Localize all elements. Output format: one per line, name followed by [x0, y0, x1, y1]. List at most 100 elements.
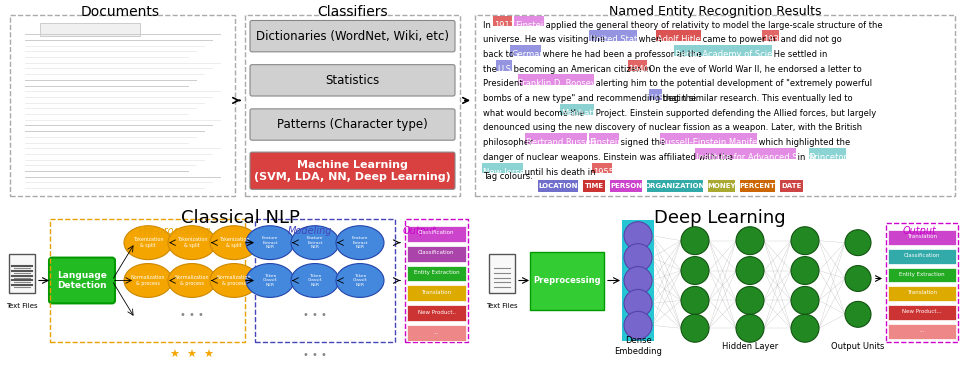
FancyBboxPatch shape — [517, 74, 594, 85]
Text: bombs of a new type" and recommending that the: bombs of a new type" and recommending th… — [483, 94, 699, 103]
Circle shape — [624, 244, 652, 271]
Text: Translation: Translation — [421, 290, 451, 295]
Ellipse shape — [124, 264, 172, 298]
Text: New Product..: New Product.. — [418, 310, 455, 315]
Circle shape — [845, 301, 871, 327]
Ellipse shape — [291, 226, 339, 260]
Text: Token
Classif.
NER: Token Classif. NER — [262, 274, 277, 287]
FancyBboxPatch shape — [888, 268, 956, 282]
Text: 1955.: 1955. — [593, 168, 616, 177]
Text: Manhattan: Manhattan — [561, 109, 607, 118]
Text: in: in — [796, 153, 808, 162]
FancyBboxPatch shape — [592, 163, 612, 174]
Text: • • •: • • • — [180, 310, 204, 320]
FancyBboxPatch shape — [674, 45, 772, 56]
Text: Germany,: Germany, — [512, 50, 553, 59]
FancyBboxPatch shape — [250, 21, 455, 52]
Text: ORGANIZATION: ORGANIZATION — [644, 183, 705, 189]
Text: signed the: signed the — [618, 138, 668, 147]
Circle shape — [681, 227, 709, 255]
Circle shape — [624, 289, 652, 317]
Text: Dense
Embedding: Dense Embedding — [614, 337, 662, 356]
Text: Token
Classif.
NER: Token Classif. NER — [307, 274, 323, 287]
Text: In: In — [483, 21, 493, 30]
FancyBboxPatch shape — [524, 133, 587, 144]
Text: LOCATION: LOCATION — [538, 183, 578, 189]
Text: Preprocessing: Preprocessing — [533, 277, 601, 285]
FancyBboxPatch shape — [583, 180, 606, 192]
Text: On the eve of World War II, he endorsed a letter to: On the eve of World War II, he endorsed … — [646, 65, 862, 74]
FancyBboxPatch shape — [407, 226, 466, 242]
FancyBboxPatch shape — [888, 230, 956, 245]
Ellipse shape — [124, 226, 172, 260]
Text: when: when — [636, 35, 663, 44]
FancyBboxPatch shape — [780, 180, 804, 192]
Text: Einstein: Einstein — [589, 138, 623, 147]
Text: Bertrand Russell,: Bertrand Russell, — [526, 138, 598, 147]
FancyBboxPatch shape — [888, 324, 956, 339]
FancyBboxPatch shape — [514, 16, 544, 27]
Text: Translation: Translation — [907, 234, 937, 239]
Text: U.S: U.S — [650, 94, 664, 103]
Circle shape — [736, 314, 764, 342]
Circle shape — [845, 266, 871, 291]
Text: back to: back to — [483, 50, 516, 59]
FancyBboxPatch shape — [407, 285, 466, 301]
Text: Deep Learning: Deep Learning — [654, 209, 786, 227]
Ellipse shape — [336, 226, 384, 260]
Text: New Jersey,: New Jersey, — [483, 168, 533, 177]
Text: the: the — [483, 65, 499, 74]
Text: New Product...: New Product... — [902, 309, 942, 314]
FancyBboxPatch shape — [538, 180, 578, 192]
Text: Output Units: Output Units — [831, 342, 885, 351]
Text: 1940.: 1940. — [629, 65, 652, 74]
Text: MONEY: MONEY — [708, 183, 735, 189]
Text: Modeling: Modeling — [288, 226, 332, 236]
FancyBboxPatch shape — [407, 246, 466, 262]
Text: Tokenization
& split: Tokenization & split — [177, 237, 207, 248]
Ellipse shape — [210, 264, 258, 298]
Text: danger of nuclear weapons. Einstein was affiliated with the: danger of nuclear weapons. Einstein was … — [483, 153, 735, 162]
FancyBboxPatch shape — [10, 15, 235, 196]
Text: Documents: Documents — [81, 5, 159, 19]
Text: ...: ... — [920, 328, 924, 333]
Text: Text Files: Text Files — [6, 303, 37, 309]
Text: denounced using the new discovery of nuclear fission as a weapon. Later, with th: denounced using the new discovery of nuc… — [483, 124, 862, 133]
FancyBboxPatch shape — [708, 180, 735, 192]
Circle shape — [681, 287, 709, 314]
FancyBboxPatch shape — [656, 30, 701, 41]
FancyBboxPatch shape — [588, 30, 636, 41]
Text: Classification: Classification — [419, 230, 455, 235]
Text: Institute for Advanced Study: Institute for Advanced Study — [696, 153, 817, 162]
Text: Berlin Academy of Sciences.: Berlin Academy of Sciences. — [675, 50, 794, 59]
Text: Language
Detection: Language Detection — [57, 271, 107, 290]
Text: 1917,: 1917, — [493, 21, 517, 30]
Circle shape — [681, 257, 709, 284]
Text: Tokenization
& split: Tokenization & split — [219, 237, 250, 248]
Circle shape — [791, 227, 819, 255]
Text: U.S,: U.S, — [497, 65, 514, 74]
FancyBboxPatch shape — [588, 133, 619, 144]
Ellipse shape — [210, 226, 258, 260]
Text: President: President — [483, 79, 525, 89]
Text: Output: Output — [403, 226, 437, 236]
Text: Translation: Translation — [907, 291, 937, 296]
FancyBboxPatch shape — [40, 23, 140, 36]
Text: Tag colours:: Tag colours: — [483, 172, 533, 181]
Ellipse shape — [168, 264, 216, 298]
Ellipse shape — [291, 264, 339, 298]
FancyBboxPatch shape — [649, 89, 661, 100]
FancyBboxPatch shape — [496, 60, 513, 71]
Ellipse shape — [336, 264, 384, 298]
Text: Classifiers: Classifiers — [317, 5, 388, 19]
Text: which highlighted the: which highlighted the — [756, 138, 851, 147]
Text: Text Files: Text Files — [486, 303, 517, 309]
Text: • • •: • • • — [303, 350, 327, 360]
FancyBboxPatch shape — [628, 60, 647, 71]
FancyBboxPatch shape — [250, 65, 455, 96]
Text: PERCENT: PERCENT — [740, 183, 776, 189]
Text: Normalization
& process: Normalization & process — [175, 275, 209, 286]
FancyBboxPatch shape — [888, 249, 956, 264]
Text: Token
Classif.
NER: Token Classif. NER — [352, 274, 368, 287]
Text: Classical NLP: Classical NLP — [180, 209, 300, 227]
